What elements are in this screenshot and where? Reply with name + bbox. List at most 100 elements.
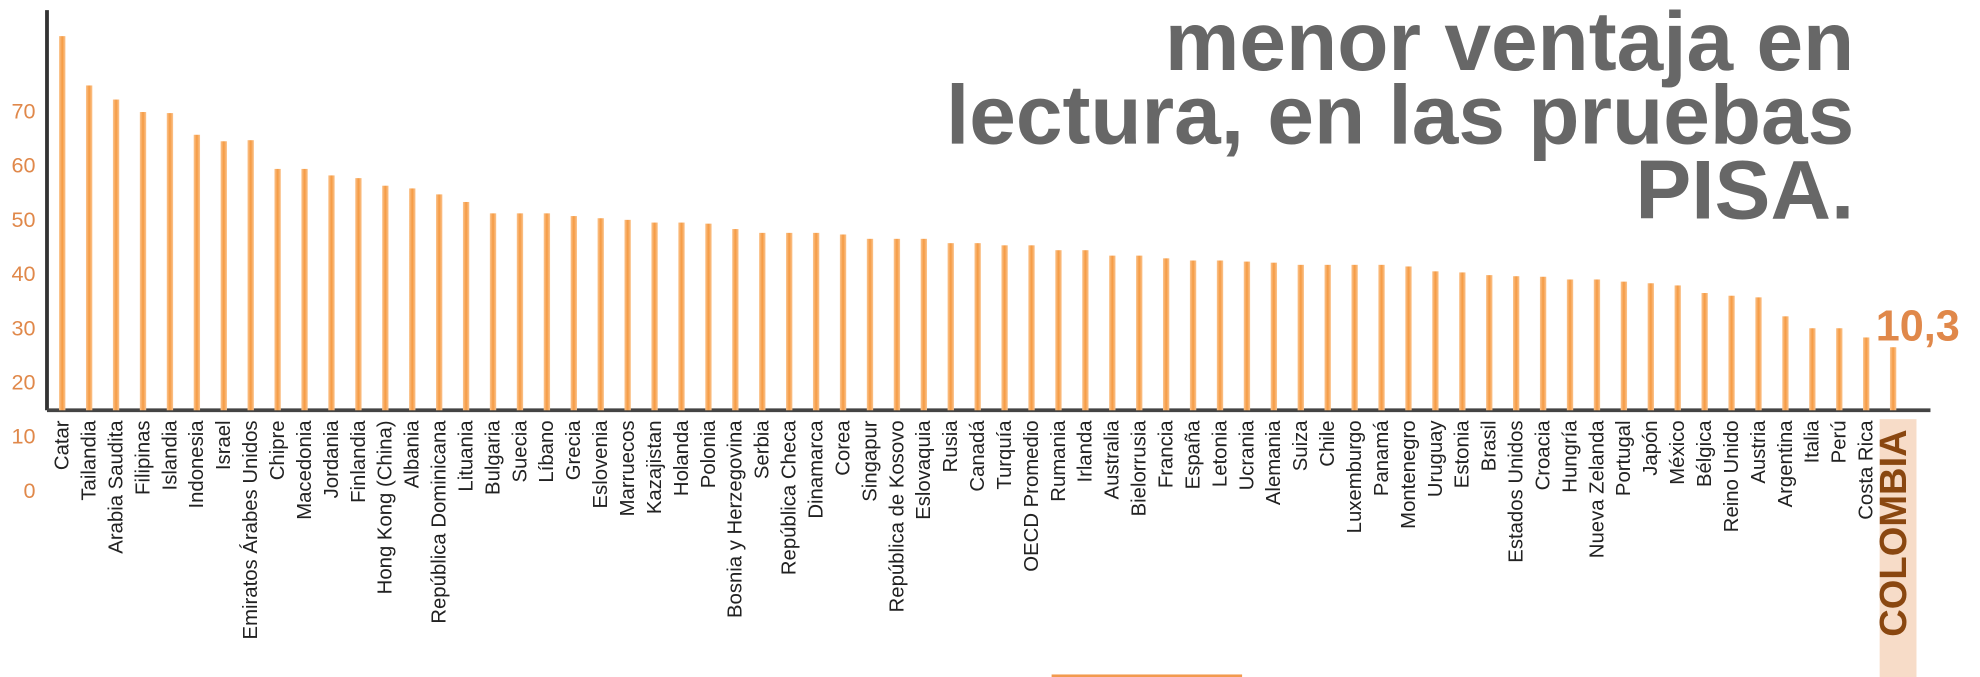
bar: [1162, 258, 1170, 411]
x-tick-label: Ucrania: [1236, 420, 1258, 491]
bar: [220, 141, 227, 411]
x-tick-label: República de Kosovo: [886, 420, 908, 612]
x-tick-label: Jordania: [321, 420, 343, 499]
bar: [1028, 245, 1035, 411]
x-tick-label: Kazajistan: [644, 420, 666, 514]
y-tick-label: 40: [12, 261, 36, 286]
x-tick-label: Argentina: [1775, 420, 1797, 508]
bar: [1405, 266, 1412, 411]
bar: [570, 216, 577, 411]
bar: [812, 232, 820, 411]
bar: [974, 243, 981, 411]
x-tick-label: COLOMBIA: [1873, 429, 1915, 636]
x-tick-label: Arabia Saudita: [105, 420, 127, 554]
bar: [1728, 295, 1735, 411]
x-tick-label: Holanda: [671, 420, 693, 496]
decoration: [1051, 674, 1243, 677]
x-tick-label: Francia: [1156, 420, 1178, 488]
x-tick-label: Brasil: [1479, 420, 1501, 471]
bar: [328, 175, 335, 411]
bar: [1620, 281, 1628, 411]
x-tick-label: Suecia: [509, 420, 531, 483]
x-tick-label: Costa Rica: [1856, 420, 1878, 520]
x-tick-label: Bosnia y Herzegovina: [725, 420, 747, 618]
bar: [355, 178, 362, 411]
x-tick-label: Islandia: [159, 420, 181, 491]
highlight-band: [1879, 419, 1917, 677]
x-tick-label: Uruguay: [1425, 420, 1447, 498]
bar: [1297, 264, 1304, 411]
bar: [1459, 272, 1466, 411]
x-tick-label: Alemania: [1263, 420, 1285, 505]
bar: [1889, 347, 1897, 411]
bar: [247, 140, 254, 411]
x-tick-label: Portugal: [1613, 420, 1635, 496]
bar: [786, 232, 793, 411]
x-tick-label: Canadá: [967, 420, 989, 492]
bar: [1566, 279, 1574, 411]
bar: [112, 99, 120, 411]
x-tick-label: Líbano: [536, 420, 558, 482]
x-tick-label: Chile: [1317, 420, 1339, 466]
y-tick-label: 70: [12, 99, 36, 124]
bar: [462, 201, 470, 411]
bar: [1647, 283, 1654, 411]
bar: [1001, 245, 1008, 411]
bar: [516, 213, 524, 411]
x-tick-label: OECD Promedio: [1021, 420, 1043, 571]
bar: [193, 134, 201, 411]
bar: [1809, 328, 1816, 411]
x-tick-label: Tailandia: [79, 420, 101, 501]
bar: [1243, 261, 1251, 411]
x-tick-label: Rumania: [1048, 420, 1070, 502]
bar: [1782, 316, 1789, 411]
chart-title: PISA.: [1635, 142, 1854, 236]
bar: [1378, 264, 1385, 411]
x-tick-label: Panamá: [1371, 420, 1393, 496]
bar: [1432, 271, 1439, 411]
bar: [1674, 285, 1681, 411]
x-tick-label: Corea: [832, 420, 854, 476]
x-tick-label: Emiratos Árabes Unidos: [239, 420, 262, 639]
bar: [436, 194, 443, 411]
y-tick-label: 50: [12, 207, 36, 232]
bar: [543, 213, 551, 411]
bar: [1593, 279, 1601, 411]
x-tick-label: Reino Unido: [1721, 420, 1743, 532]
bar: [489, 213, 497, 411]
x-tick-label: Perú: [1829, 420, 1851, 463]
bar: [1109, 255, 1116, 411]
x-tick-label: Irlanda: [1075, 420, 1097, 483]
bar: [1055, 250, 1062, 411]
x-tick-label: Dinamarca: [805, 420, 827, 519]
bar: [1863, 337, 1870, 411]
bar: [732, 229, 739, 411]
x-tick-label: México: [1667, 420, 1689, 484]
x-tick-label: Luxemburgo: [1344, 420, 1366, 533]
bar: [1270, 262, 1278, 411]
bar: [839, 234, 847, 411]
x-tick-label: Eslovenia: [590, 420, 612, 509]
bar: [139, 112, 147, 411]
bar: [166, 113, 174, 411]
x-tick-label: Bélgica: [1694, 420, 1716, 487]
x-tick-label: República Dominicana: [429, 420, 451, 624]
bar: [59, 36, 66, 411]
annotation: 10,3: [1876, 302, 1960, 350]
x-tick-label: España: [1182, 420, 1204, 490]
x-tick-label: Singapur: [859, 420, 881, 502]
bar: [678, 222, 685, 411]
bar: [759, 232, 766, 411]
x-tick-label: Indonesia: [186, 420, 208, 509]
bar: [1486, 275, 1493, 411]
bar: [866, 238, 874, 411]
x-tick-label: Filipinas: [132, 420, 154, 495]
bar: [1351, 264, 1358, 411]
x-tick-label: Israel: [213, 420, 235, 470]
x-tick-label: Polonia: [698, 420, 720, 488]
x-tick-label: Italia: [1802, 420, 1824, 464]
x-tick-label: Suiza: [1290, 420, 1312, 472]
bar: [409, 188, 416, 411]
bar: [1216, 260, 1224, 411]
